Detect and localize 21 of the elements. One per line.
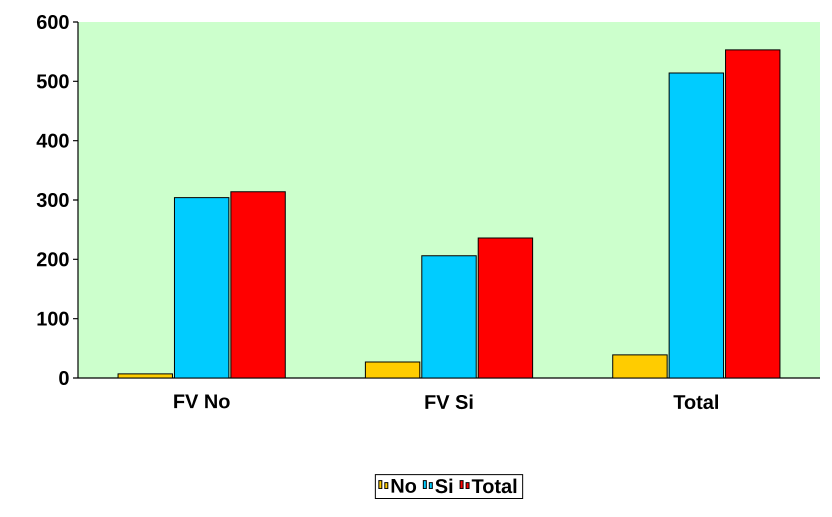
y-tick-label: 400 xyxy=(36,134,69,148)
bar xyxy=(478,237,534,378)
legend-label: Si xyxy=(435,478,452,494)
legend-label: Total xyxy=(472,478,516,494)
x-tick-label: FV No xyxy=(174,394,230,408)
bar xyxy=(668,72,724,378)
x-tick-label: FV Si xyxy=(425,394,472,410)
y-tick-label: 500 xyxy=(36,74,69,88)
bar xyxy=(612,354,668,378)
y-tick-label: 600 xyxy=(36,14,69,30)
bar xyxy=(364,361,420,378)
y-tick-label: 200 xyxy=(36,252,69,266)
y-tick-label: 300 xyxy=(36,192,69,208)
bar xyxy=(174,197,230,378)
y-tick-label: 100 xyxy=(38,312,69,326)
bar xyxy=(230,191,286,378)
y-tick-label: 0 xyxy=(59,370,69,386)
legend-label: No xyxy=(392,478,416,493)
x-tick-label: Total xyxy=(674,394,718,410)
bar xyxy=(421,255,477,378)
bar xyxy=(725,49,780,378)
